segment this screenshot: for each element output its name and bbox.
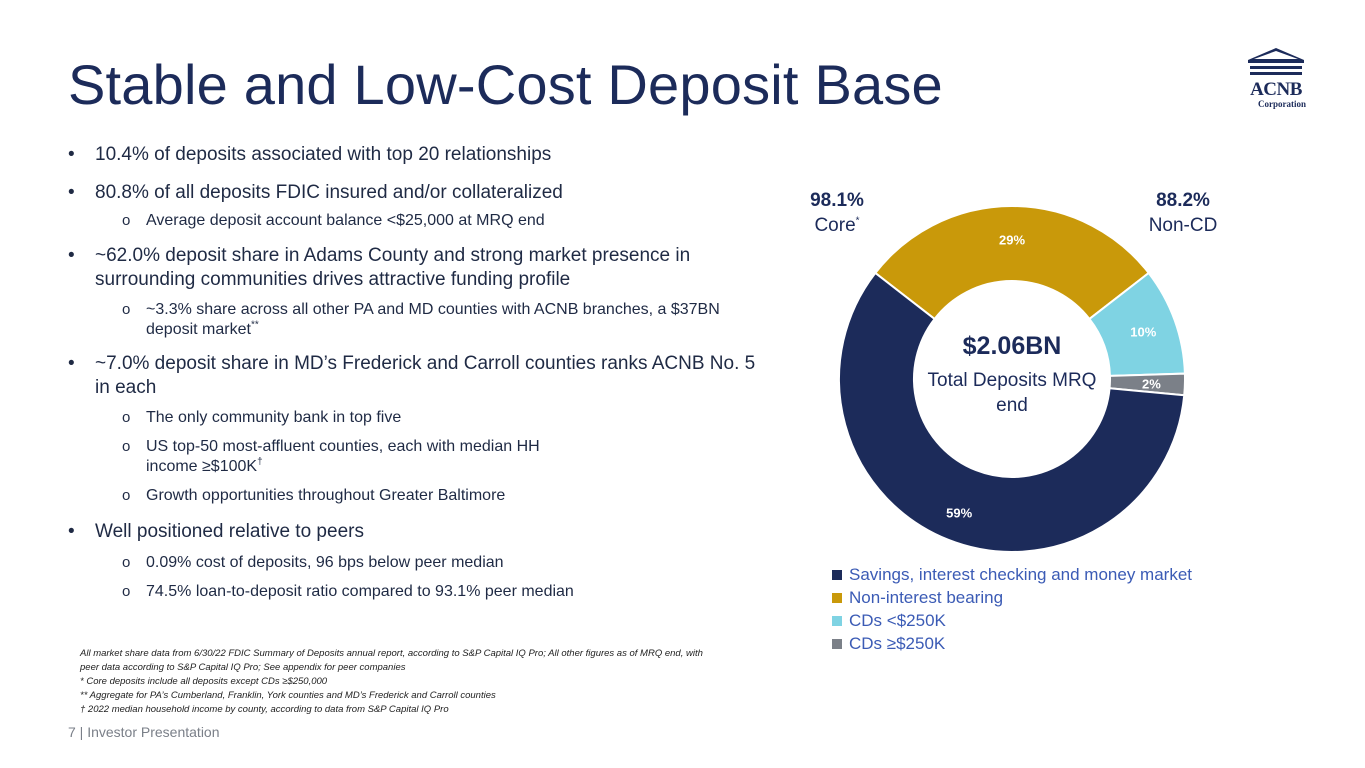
bullet-item: • 80.8% of all deposits FDIC insured and/… [68,182,563,203]
bullet-item: • Well positioned relative to peers [68,521,364,542]
chart-center-label: Total Deposits MRQ end [927,370,1097,416]
bullet-text: 10.4% of deposits associated with top 20… [95,144,552,165]
core-stat-label: Core [814,215,856,236]
donut-slice [838,271,1186,553]
footnote: All market share data from 6/30/22 FDIC … [80,648,703,673]
sub-bullet-text: US top-50 most-affluent counties, each w… [146,438,540,475]
legend-item: CDs <$250K [832,609,1192,632]
legend-swatch [832,639,842,649]
sub-bullet-item: o 0.09% cost of deposits, 96 bps below pe… [122,554,504,571]
legend-item: Savings, interest checking and money mar… [832,563,1192,586]
legend-label: CDs <$250K [849,611,946,630]
donut-data-label: 2% [1142,376,1161,391]
sub-bullet-item: o 74.5% loan-to-deposit ratio compared to… [122,583,574,600]
legend-label: CDs ≥$250K [849,634,946,653]
sub-bullet-text: 0.09% cost of deposits, 96 bps below pee… [146,554,504,571]
core-deposit-stat: 98.1% Core* [802,188,872,238]
sub-bullet-text: Average deposit account balance <$25,000… [146,212,545,229]
page-title: Stable and Low-Cost Deposit Base [68,53,943,116]
non-cd-stat-value: 88.2% [1156,190,1210,211]
logo-wordmark: ACNB [1250,79,1302,100]
sub-bullet-text: The only community bank in top five [146,409,402,426]
footnote-marker: ** [250,319,259,331]
bullet-item: • ~62.0% deposit share in Adams County an… [68,245,691,290]
sub-bullet-item: o Growth opportunities throughout Greater… [122,487,506,504]
sub-bullet-text: 74.5% loan-to-deposit ratio compared to … [146,583,574,600]
bullet-list: • 10.4% of deposits associated with top 2… [68,143,768,602]
bullet-text: ~7.0% deposit share in MD’s Frederick an… [95,353,756,398]
footnote-marker: † [257,456,263,468]
chart-legend: Savings, interest checking and money mar… [832,563,1192,655]
donut-svg: 29% 10% 2% 59% [838,205,1187,553]
page-footer: 7 | Investor Presentation [68,724,220,740]
bullet-item: • 10.4% of deposits associated with top 2… [68,144,552,165]
donut-data-label: 29% [999,233,1025,248]
footnotes: All market share data from 6/30/22 FDIC … [80,647,720,717]
footnote: † 2022 median household income by county… [80,704,449,715]
legend-label: Savings, interest checking and money mar… [849,565,1193,584]
legend-item: CDs ≥$250K [832,632,1192,655]
legend-item: Non-interest bearing [832,586,1192,609]
donut-data-label: 10% [1130,325,1156,340]
legend-swatch [832,593,842,603]
chart-center-value: $2.06BN [962,332,1062,360]
sub-bullet-item: o US top-50 most-affluent counties, each … [122,438,540,475]
company-logo: ACNB Corporation [1240,46,1312,110]
bullet-text: 80.8% of all deposits FDIC insured and/o… [95,182,563,203]
donut-slice [873,205,1151,321]
non-cd-stat-label: Non-CD [1148,215,1218,236]
bullet-item: • ~7.0% deposit share in MD’s Frederick a… [68,353,756,398]
non-cd-stat: 88.2% Non-CD [1140,188,1226,238]
legend-swatch [832,616,842,626]
legend-swatch [832,570,842,580]
legend-label: Non-interest bearing [849,588,1004,607]
sub-bullet-item: o The only community bank in top five [122,409,402,426]
logo-subtitle: Corporation [1258,99,1306,109]
sub-bullet-item: o Average deposit account balance <$25,00… [122,212,545,229]
sub-bullet-item: o ~3.3% share across all other PA and MD … [122,301,720,338]
deposit-mix-donut-chart: 29% 10% 2% 59% $2.06BN Total Deposits MRQ e… [780,160,1250,580]
sub-bullet-text: ~3.3% share across all other PA and MD c… [146,301,720,338]
footnote: * Core deposits include all deposits exc… [80,676,328,687]
footnote-marker: * [855,215,860,227]
donut-data-label: 59% [946,505,972,520]
sub-bullet-text: Growth opportunities throughout Greater … [146,487,506,504]
bullet-text: ~62.0% deposit share in Adams County and… [95,245,691,290]
bullet-text: Well positioned relative to peers [95,521,364,542]
core-stat-value: 98.1% [810,190,864,211]
footnote: ** Aggregate for PA’s Cumberland, Frankl… [80,690,496,701]
bank-building-icon [1248,48,1304,75]
